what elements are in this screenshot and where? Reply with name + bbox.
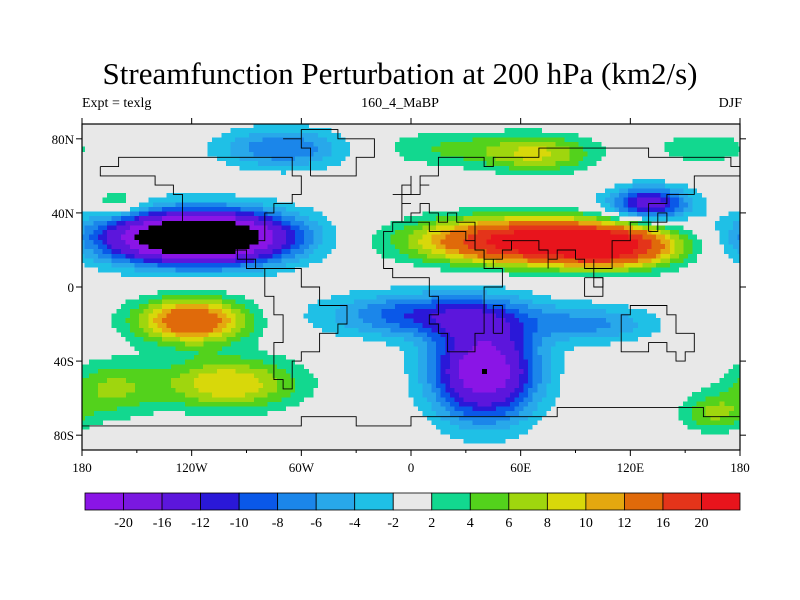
colorbar-swatch: [469, 492, 510, 511]
x-tick-label: 120E: [617, 460, 645, 475]
colorbar-label: -2: [387, 516, 399, 531]
colorbar-label: -8: [272, 516, 284, 531]
x-tick-label: 180: [72, 460, 92, 475]
colorbar-swatch: [200, 492, 240, 511]
longitude-axis: 180 120W 60W 0 60E 120E 180: [72, 118, 750, 475]
colorbar-label: -6: [310, 516, 322, 531]
colorbar-label: -20: [114, 516, 133, 531]
y-tick-label: 40N: [52, 206, 75, 221]
colorbar-label: 8: [544, 516, 551, 531]
x-tick-label: 60W: [289, 460, 315, 475]
colorbar-label: -12: [191, 516, 210, 531]
latitude-axis: 80N 40N 0 40S 80S: [52, 132, 746, 443]
colorbar-swatch: [546, 492, 587, 511]
colorbar: -20 -16 -12 -10 -8 -6 -4 -2 2 4 6 8 10 12 16 20: [84, 492, 741, 531]
colorbar-label: 2: [428, 516, 435, 531]
colorbar-label: 6: [505, 516, 512, 531]
colorbar-swatch: [315, 492, 356, 511]
colorbar-swatch: [431, 492, 471, 511]
colorbar-label: -16: [153, 516, 172, 531]
experiment-label: Expt = texlg: [82, 96, 152, 111]
colorbar-swatch: [624, 492, 664, 511]
colorbar-swatch: [701, 492, 741, 511]
x-tick-label: 0: [408, 460, 415, 475]
y-tick-label: 0: [68, 280, 75, 295]
colorbar-label: 12: [617, 516, 631, 531]
plot-title: Streamfunction Perturbation at 200 hPa (…: [102, 56, 698, 91]
season-label: DJF: [718, 96, 742, 111]
colorbar-label: 20: [694, 516, 708, 531]
y-tick-label: 40S: [54, 354, 74, 369]
y-tick-label: 80S: [54, 428, 74, 443]
x-tick-label: 120W: [176, 460, 209, 475]
colorbar-swatch: [238, 492, 279, 511]
colorbar-swatch: [123, 492, 163, 511]
colorbar-swatch: [585, 492, 625, 511]
coastlines: [82, 129, 740, 427]
colorbar-label: -10: [230, 516, 249, 531]
colorbar-label: -4: [349, 516, 361, 531]
x-tick-label: 60E: [510, 460, 531, 475]
colorbar-swatch: [508, 492, 548, 511]
colorbar-swatch: [662, 492, 702, 511]
colorbar-swatch: [392, 492, 433, 511]
colorbar-swatch: [277, 492, 317, 511]
x-tick-label: 180: [730, 460, 750, 475]
colorbar-label: 4: [467, 516, 474, 531]
case-label: 160_4_MaBP: [361, 96, 439, 111]
colorbar-swatch: [84, 492, 124, 511]
colorbar-swatch: [161, 492, 201, 511]
y-tick-label: 80N: [52, 132, 75, 147]
colorbar-label: 10: [579, 516, 593, 531]
colorbar-label: 16: [656, 516, 670, 531]
colorbar-swatch: [354, 492, 394, 511]
